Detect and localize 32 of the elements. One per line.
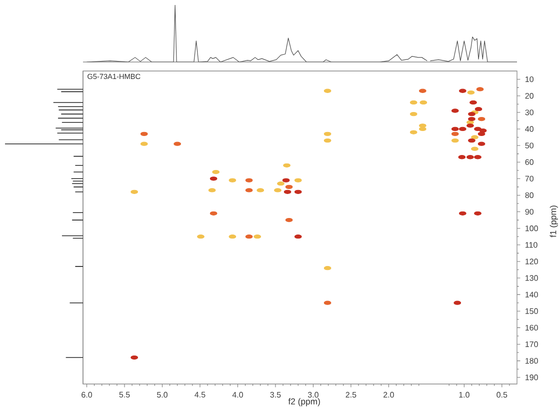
x-tick-label: 5.5 <box>119 392 130 398</box>
y-tick-label: 150 <box>526 308 538 314</box>
x-tick-label: 0.5 <box>496 392 508 398</box>
y-tick-label: 70 <box>525 176 534 182</box>
x-tick-label: 2.0 <box>384 392 394 398</box>
x-tick-label: 4.0 <box>232 392 243 398</box>
x-tick-label: 4.5 <box>194 392 206 398</box>
y-tick-label: 90 <box>525 208 534 215</box>
y-tick-label: 100 <box>526 226 538 232</box>
y-tick-label: 10 <box>526 76 534 82</box>
x-tick-label: 1.0 <box>459 392 470 398</box>
y-tick-label: 30 <box>525 110 534 116</box>
y-tick-label: 110 <box>526 242 538 248</box>
x-tick-label: 6.0 <box>82 392 92 398</box>
x-tick-label: 3.0 <box>308 392 318 398</box>
y-tick-label: 140 <box>526 292 538 298</box>
y-tick-label: 170 <box>526 341 538 348</box>
y-tick-label: 80 <box>525 192 534 198</box>
y-tick-label: 130 <box>526 275 538 281</box>
x-tick-label: 2.5 <box>346 392 356 398</box>
y-tick-label: 20 <box>525 93 534 99</box>
x-axis-title: f2 (ppm) <box>288 398 320 406</box>
y-tick-label: 50 <box>525 142 534 148</box>
y-axis-title: f1 (ppm) <box>550 206 558 238</box>
y-tick-label: 60 <box>525 159 534 165</box>
y-tick-label: 40 <box>525 126 534 132</box>
y-tick-label: 120 <box>526 258 538 264</box>
y-tick-label: 160 <box>526 324 538 331</box>
y-tick-label: 180 <box>526 358 538 364</box>
x-tick-label: 3.5 <box>270 392 281 398</box>
y-tick-label: 190 <box>526 374 538 380</box>
x-tick-label: 5.0 <box>157 392 168 398</box>
